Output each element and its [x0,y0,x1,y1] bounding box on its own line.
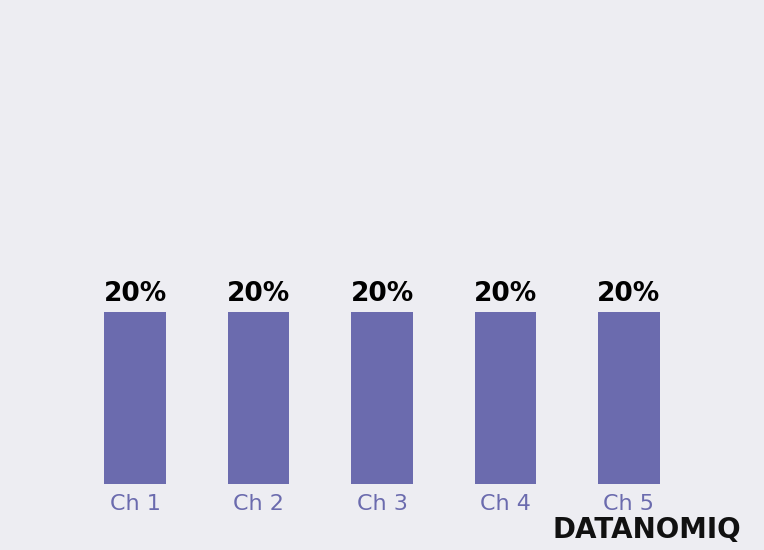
Text: 20%: 20% [104,281,167,307]
Bar [228,312,290,484]
Text: DATANOMIQ: DATANOMIQ [552,516,741,544]
Text: 20%: 20% [351,281,413,307]
Text: 20%: 20% [474,281,537,307]
Bar [105,312,166,484]
Bar [474,312,536,484]
Text: 20%: 20% [227,281,290,307]
Text: 20%: 20% [597,281,660,307]
Bar [351,312,413,484]
Bar [598,312,659,484]
